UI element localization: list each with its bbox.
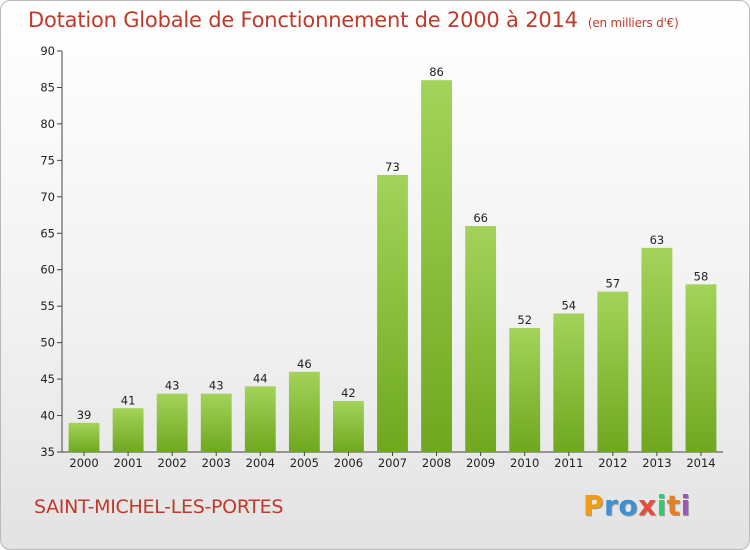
bar-value-label: 43	[165, 379, 180, 393]
bar	[333, 400, 364, 452]
bar	[156, 393, 188, 452]
proxiti-logo: Proxiti	[583, 489, 691, 522]
x-tick-label: 2000	[69, 456, 98, 470]
y-tick-label: 65	[40, 226, 55, 240]
commune-name: SAINT-MICHEL-LES-PORTES	[34, 496, 284, 518]
x-tick-label: 2001	[113, 456, 142, 470]
y-axis: 35 40 45 50 55 60 65 70 75 80 85 90	[40, 44, 63, 459]
bar-value-label: 43	[209, 379, 224, 393]
x-tick-label: 2004	[246, 456, 275, 470]
bar	[377, 174, 408, 453]
bar	[112, 408, 144, 452]
logo-letter: P	[583, 489, 605, 522]
bar-value-label: 66	[473, 211, 488, 225]
bar	[68, 422, 100, 452]
bar-value-label: 57	[606, 277, 621, 291]
chart-title: Dotation Globale de Fonctionnement de 20…	[28, 8, 679, 32]
x-tick-label: 2009	[466, 456, 495, 470]
x-tick-label: 2013	[642, 456, 671, 470]
y-tick-label: 60	[40, 263, 55, 277]
x-tick-label: 2007	[378, 456, 407, 470]
bar	[553, 313, 585, 452]
bar	[288, 371, 320, 452]
x-tick-label: 2005	[290, 456, 319, 470]
y-tick-label: 70	[40, 190, 55, 204]
bar-value-label: 63	[650, 233, 665, 247]
chart-title-text: Dotation Globale de Fonctionnement de 20…	[28, 8, 578, 32]
bar	[509, 328, 541, 452]
x-tick-label: 2010	[510, 456, 539, 470]
bar	[244, 386, 276, 452]
unit-note: (en milliers d'€)	[587, 16, 679, 30]
y-tick-label: 85	[40, 80, 55, 94]
logo-letter: t	[666, 489, 681, 522]
logo-letter: i	[656, 489, 667, 522]
y-tick-label: 55	[40, 299, 55, 313]
bar	[200, 393, 232, 452]
logo-letter: i	[680, 489, 691, 522]
logo-letter: o	[618, 489, 639, 522]
bar	[465, 225, 497, 452]
logo-letter: r	[604, 489, 619, 522]
logo-letter: x	[638, 489, 657, 522]
bars	[68, 80, 717, 453]
x-tick-label: 2011	[554, 456, 583, 470]
value-labels: 39 41 43 43 44 46 42 73 86 66 52 54 57 63 58	[77, 65, 709, 422]
bar-value-label: 41	[121, 393, 136, 407]
y-tick-label: 45	[40, 372, 55, 386]
x-axis: 2000 2001 2002 2003 2004 2005 2006 2007 2008 2009…	[62, 451, 723, 470]
bar-value-label: 52	[517, 313, 532, 327]
x-tick-label: 2003	[202, 456, 231, 470]
y-tick-label: 75	[40, 153, 55, 167]
bar	[421, 80, 452, 452]
bar-value-label: 86	[429, 65, 444, 79]
y-tick-label: 40	[40, 409, 55, 423]
y-tick-label: 50	[40, 336, 55, 350]
x-tick-label: 2014	[686, 456, 715, 470]
bar-value-label: 42	[341, 386, 356, 400]
bar-value-label: 44	[253, 371, 268, 385]
bar	[597, 291, 629, 452]
bar-value-label: 46	[297, 357, 312, 371]
x-tick-label: 2008	[422, 456, 451, 470]
x-tick-label: 2002	[158, 456, 187, 470]
bar	[685, 284, 717, 452]
bar	[641, 247, 673, 452]
y-tick-label: 35	[40, 445, 55, 459]
bar-value-label: 58	[694, 269, 709, 283]
x-tick-label: 2006	[334, 456, 363, 470]
bar-value-label: 39	[77, 408, 92, 422]
bar-value-label: 54	[561, 298, 576, 312]
y-tick-label: 90	[40, 44, 55, 58]
x-tick-label: 2012	[598, 456, 627, 470]
y-tick-label: 80	[40, 117, 55, 131]
bar-value-label: 73	[385, 160, 400, 174]
